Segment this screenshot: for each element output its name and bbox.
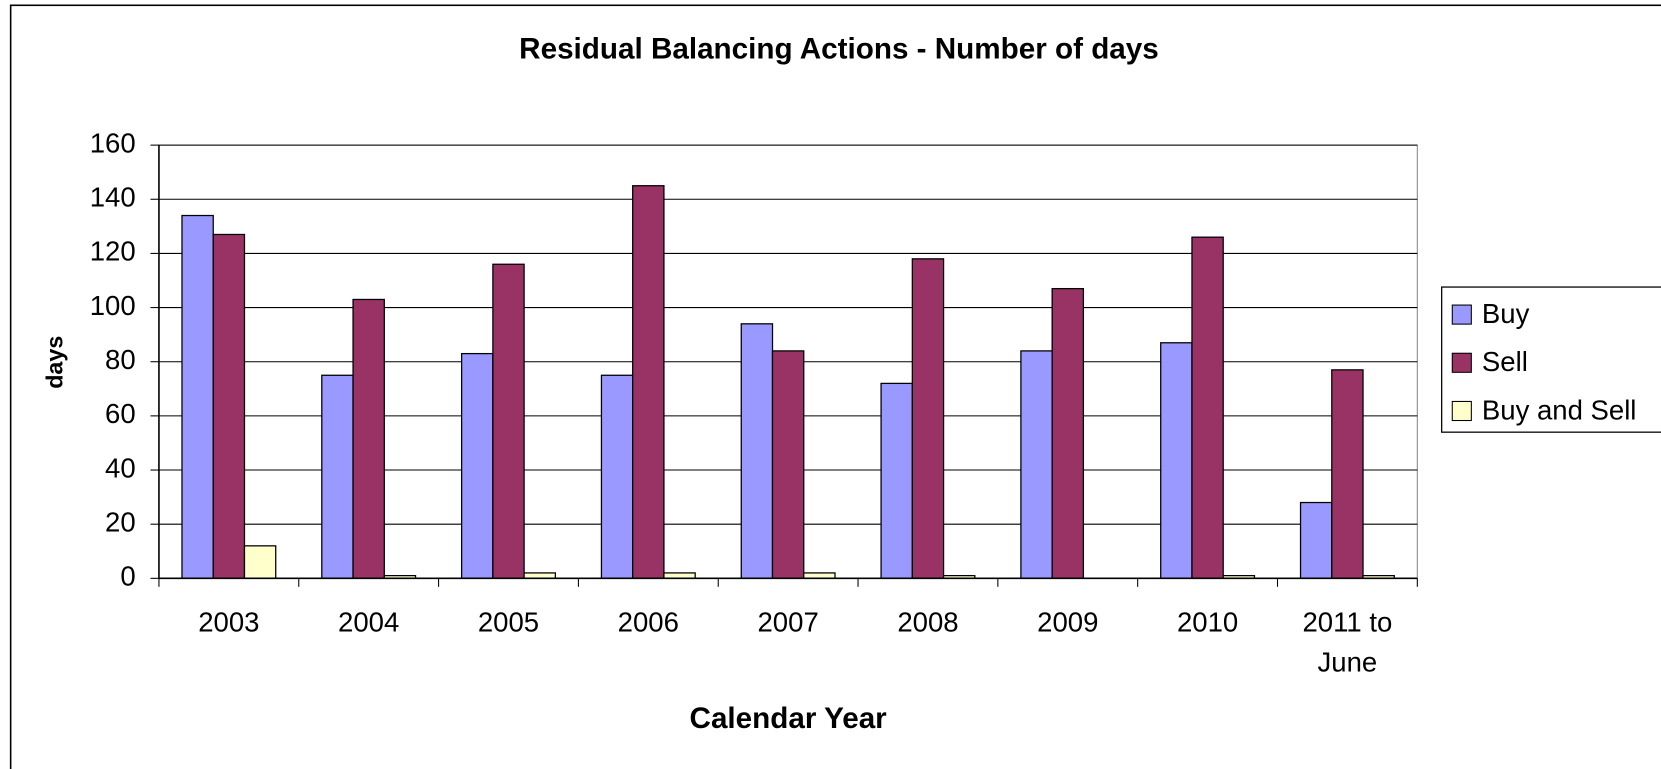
bar (212, 233, 246, 579)
x-tick-label: 2007 (757, 605, 819, 638)
legend-label: Buy (1482, 298, 1530, 329)
bar (352, 298, 385, 579)
legend-swatch (1451, 352, 1472, 373)
bar (460, 352, 494, 579)
legend-box (1441, 286, 1661, 433)
x-tick-label-box: 2006 (617, 605, 679, 638)
legend-swatch (1451, 400, 1472, 422)
x-tick-label-box: 2005 (477, 605, 540, 638)
bar (911, 258, 945, 579)
bar (523, 572, 557, 579)
legend-label: Buy and Sell (1482, 394, 1637, 425)
bar (1160, 342, 1193, 579)
bar (740, 323, 774, 579)
bar (1299, 501, 1333, 579)
x-tick-label-box: 2011 to June (1302, 605, 1393, 678)
x-tick-label: 2004 (338, 605, 400, 638)
legend: Buy Sell Buy and Sell (1441, 286, 1661, 433)
y-tick-label: 20 (105, 506, 136, 537)
legend-swatch (1451, 304, 1472, 325)
bar (492, 263, 525, 579)
bar (1020, 350, 1053, 579)
x-tick-label-box: 2007 (757, 605, 819, 638)
x-tick-label: 2005 (477, 605, 540, 638)
y-tick-label: 140 (90, 182, 136, 213)
chart-title: Residual Balancing Actions - Number of d… (519, 33, 1159, 66)
bar (663, 572, 696, 579)
x-tick-label: 2008 (897, 605, 959, 638)
x-tick-label-box: 2009 (1037, 605, 1099, 638)
x-tick-label: 2011 to June (1302, 605, 1393, 678)
bar (803, 572, 836, 579)
bar (600, 374, 634, 579)
bar (243, 545, 277, 579)
x-tick-label: 2003 (198, 605, 260, 638)
x-tick-label-box: 2008 (897, 605, 959, 638)
x-axis-title: Calendar Year (690, 702, 888, 735)
bar (321, 374, 354, 579)
y-tick-label: 0 (120, 561, 135, 592)
y-tick-label: 120 (90, 236, 136, 267)
bar (1191, 236, 1224, 579)
x-tick-label: 2009 (1037, 605, 1099, 638)
y-tick-label: 160 (90, 127, 136, 158)
bar (1331, 369, 1364, 579)
x-tick-label: 2010 (1176, 605, 1239, 638)
y-tick-label: 100 (90, 290, 136, 321)
bar (632, 185, 665, 579)
y-tick-label: 80 (105, 344, 136, 375)
y-tick-label: 60 (105, 398, 136, 429)
x-tick-label-box: 2010 (1176, 605, 1239, 638)
bar (1051, 287, 1085, 579)
y-tick-label: 40 (105, 452, 136, 483)
bar (880, 382, 913, 579)
bar (181, 214, 214, 579)
x-tick-label: 2006 (617, 605, 679, 638)
x-tick-label-box: 2003 (198, 605, 260, 638)
x-tick-label-box: 2004 (338, 605, 400, 638)
legend-label: Sell (1482, 346, 1528, 377)
y-axis-title: days (41, 336, 67, 389)
bar (771, 350, 805, 579)
